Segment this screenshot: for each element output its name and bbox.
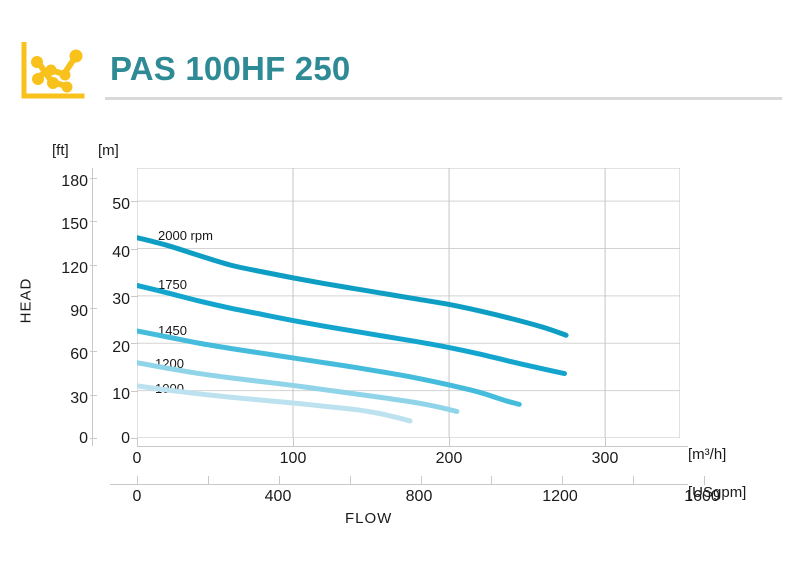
usgpm-tick bbox=[562, 476, 564, 485]
usgpm-tick bbox=[137, 476, 138, 485]
usgpm-tick bbox=[491, 476, 493, 485]
usgpm-tick bbox=[420, 476, 422, 485]
curve-2000-rpm bbox=[137, 235, 569, 338]
curve-label-1750: 1750 bbox=[158, 277, 187, 292]
ft-axis-rail bbox=[92, 168, 93, 446]
m-tick bbox=[131, 248, 138, 250]
y-tick-m-50: 50 bbox=[112, 196, 130, 213]
ft-tick bbox=[90, 438, 97, 439]
m3h-tick bbox=[605, 438, 607, 447]
header-divider bbox=[105, 97, 782, 100]
y-tick-ft-60: 60 bbox=[70, 346, 88, 363]
m-tick bbox=[131, 201, 138, 203]
m-tick bbox=[131, 390, 138, 392]
usgpm-tick bbox=[633, 476, 635, 485]
y-axis-unit-meters: [m] bbox=[98, 142, 119, 159]
curve-canvas bbox=[137, 168, 680, 438]
ft-tick bbox=[90, 351, 97, 353]
y-tick-ft-30: 30 bbox=[70, 390, 88, 407]
y-tick-m-0: 0 bbox=[121, 430, 130, 447]
y-axis-title: HEAD bbox=[17, 277, 35, 324]
y-tick-m-40: 40 bbox=[112, 244, 130, 261]
x-tick-gpm-0: 0 bbox=[132, 488, 142, 505]
m-tick bbox=[131, 438, 138, 439]
m3h-tick bbox=[137, 438, 138, 447]
y-tick-ft-150: 150 bbox=[61, 216, 88, 233]
x-axis-title: FLOW bbox=[345, 510, 393, 527]
usgpm-tick bbox=[207, 476, 209, 485]
ft-tick bbox=[90, 221, 97, 223]
m3h-tick bbox=[293, 438, 294, 447]
x-tick-gpm-800: 800 bbox=[405, 488, 433, 505]
curve-1450 bbox=[137, 328, 522, 407]
usgpm-tick bbox=[278, 476, 280, 485]
y-tick-ft-180: 180 bbox=[61, 173, 88, 190]
x-tick-gpm-1600: 1600 bbox=[684, 488, 720, 505]
y-axis-unit-feet: [ft] bbox=[52, 142, 69, 159]
curve-1000 bbox=[137, 383, 413, 424]
x-tick-m3h-0: 0 bbox=[132, 450, 142, 467]
x-tick-m3h-200: 200 bbox=[435, 450, 463, 467]
x-axis-unit-m3h: [m³/h] bbox=[688, 446, 727, 463]
y-tick-ft-120: 120 bbox=[61, 260, 88, 277]
x-axis-unit-usgpm: [USgpm] bbox=[688, 484, 747, 501]
usgpm-axis-rail bbox=[110, 484, 688, 485]
y-tick-ft-90: 90 bbox=[70, 303, 88, 320]
y-tick-m-10: 10 bbox=[112, 386, 130, 403]
ft-tick bbox=[90, 264, 97, 266]
ft-tick bbox=[90, 178, 97, 180]
plot-area bbox=[137, 168, 680, 438]
m3h-tick bbox=[449, 438, 451, 447]
page-title: PAS 100HF 250 bbox=[110, 50, 351, 87]
x-tick-m3h-300: 300 bbox=[591, 450, 619, 467]
y-tick-m-30: 30 bbox=[112, 291, 130, 308]
pump-performance-chart: [ft] [m] [m³/h] [USgpm] HEAD FLOW 180 15… bbox=[0, 110, 787, 567]
usgpm-tick bbox=[704, 476, 706, 485]
m-tick bbox=[131, 295, 138, 297]
m-tick bbox=[131, 343, 138, 345]
performance-curve-logo-icon bbox=[20, 41, 86, 100]
page-header: PAS 100HF 250 bbox=[0, 0, 787, 110]
x-tick-m3h-100: 100 bbox=[279, 450, 307, 467]
x-tick-gpm-1200: 1200 bbox=[542, 488, 578, 505]
ft-tick bbox=[90, 394, 97, 396]
curve-1200 bbox=[137, 360, 460, 414]
y-tick-ft-0: 0 bbox=[79, 430, 88, 447]
curve-label-2000: 2000 rpm bbox=[158, 228, 213, 243]
usgpm-tick bbox=[349, 476, 351, 485]
curve-1750 bbox=[137, 282, 568, 377]
ft-tick bbox=[90, 308, 97, 310]
m3h-axis-rail bbox=[137, 446, 688, 447]
y-tick-m-20: 20 bbox=[112, 339, 130, 356]
x-tick-gpm-400: 400 bbox=[264, 488, 292, 505]
